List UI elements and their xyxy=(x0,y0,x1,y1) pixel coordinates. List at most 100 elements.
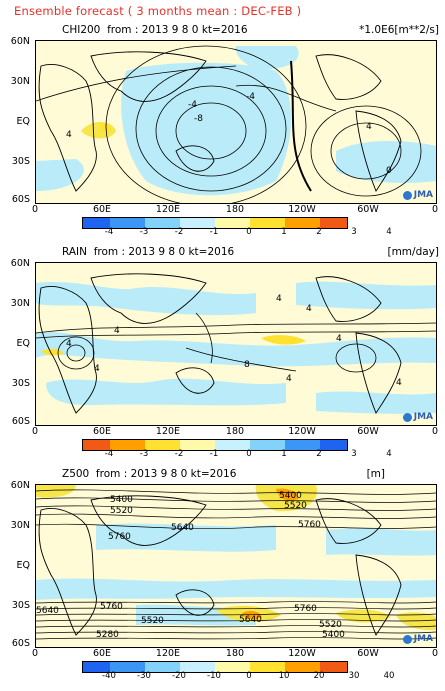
lon-tick: 60E xyxy=(92,648,112,659)
colorbar-tick: 4 xyxy=(386,227,392,237)
lon-tick: 120E xyxy=(155,426,181,437)
lat-tick: 60S xyxy=(11,638,30,649)
rain-map: 4 4 4 4 8 4 4 4 4 JMA xyxy=(35,262,437,426)
chi200-map: -4 -8 -4 4 4 0 JMA xyxy=(35,40,437,204)
svg-text:5760: 5760 xyxy=(100,602,123,612)
panel-label: CHI200 from : 2013 9 8 0 kt=2016 xyxy=(62,24,248,36)
jma-logo: JMA xyxy=(402,190,433,200)
svg-text:4: 4 xyxy=(366,122,372,132)
colorbar xyxy=(82,439,348,451)
z500-map: 5400 5520 5640 5760 5400 5520 5760 5640 … xyxy=(35,484,437,648)
colorbar-tick: -1 xyxy=(209,227,219,237)
svg-text:5760: 5760 xyxy=(108,532,131,542)
lat-tick: EQ xyxy=(16,560,30,571)
svg-text:5400: 5400 xyxy=(279,491,302,501)
colorbar-tick: -1 xyxy=(209,449,219,459)
lat-tick: 30N xyxy=(10,76,30,87)
jma-logo: JMA xyxy=(402,412,433,422)
rain-map-svg: 4 4 4 4 8 4 4 4 4 xyxy=(36,273,436,414)
lon-tick: 0 xyxy=(431,204,439,215)
colorbar-tick: -30 xyxy=(137,671,151,681)
lat-tick: 30S xyxy=(11,156,30,167)
colorbar-tick: 30 xyxy=(348,671,360,681)
svg-text:5760: 5760 xyxy=(298,520,321,530)
z500-map-svg: 5400 5520 5640 5760 5400 5520 5760 5640 … xyxy=(36,485,436,640)
lon-tick: 0 xyxy=(31,426,39,437)
chi200-panel: CHI200 from : 2013 9 8 0 kt=2016 *1.0E6[… xyxy=(0,24,445,239)
svg-text:-4: -4 xyxy=(188,100,197,110)
z500-panel: Z500 from : 2013 9 8 0 kt=2016 [m] 60N 3… xyxy=(0,468,445,683)
colorbar-tick: -4 xyxy=(104,449,114,459)
lon-tick: 120W xyxy=(288,204,316,215)
colorbar-tick: -3 xyxy=(139,449,149,459)
svg-text:5520: 5520 xyxy=(110,506,133,516)
panel-label: RAIN from : 2013 9 8 0 kt=2016 xyxy=(62,246,235,258)
lon-tick: 60E xyxy=(92,426,112,437)
lat-tick: 30N xyxy=(10,520,30,531)
colorbar-tick: -40 xyxy=(102,671,116,681)
colorbar-tick: 3 xyxy=(351,449,357,459)
lat-tick: 60S xyxy=(11,194,30,205)
svg-text:5520: 5520 xyxy=(141,616,164,626)
svg-text:8: 8 xyxy=(244,360,250,370)
colorbar-tick: 2 xyxy=(316,449,322,459)
lat-tick: EQ xyxy=(16,116,30,127)
svg-text:4: 4 xyxy=(306,304,312,314)
lon-tick: 180 xyxy=(225,426,245,437)
colorbar-tick: 3 xyxy=(351,227,357,237)
colorbar-tick: -10 xyxy=(207,671,221,681)
colorbar-tick: 4 xyxy=(386,449,392,459)
lat-tick: 30S xyxy=(11,378,30,389)
lat-tick: 60N xyxy=(10,258,30,269)
lon-tick: 120W xyxy=(288,648,316,659)
panel-unit: *1.0E6[m**2/s] xyxy=(359,24,439,36)
colorbar-tick: -3 xyxy=(139,227,149,237)
colorbar xyxy=(82,661,348,673)
colorbar-tick: 20 xyxy=(313,671,325,681)
lat-tick: 60N xyxy=(10,480,30,491)
lon-tick: 60W xyxy=(357,648,379,659)
lon-tick: 0 xyxy=(31,204,39,215)
chi200-map-svg: -4 -8 -4 4 4 0 xyxy=(36,45,436,203)
svg-text:4: 4 xyxy=(94,364,100,374)
colorbar-tick: 1 xyxy=(281,449,287,459)
svg-text:4: 4 xyxy=(286,374,292,384)
colorbar-tick: -2 xyxy=(174,449,184,459)
lon-tick: 0 xyxy=(431,648,439,659)
lat-tick: 60S xyxy=(11,416,30,427)
colorbar-tick: -4 xyxy=(104,227,114,237)
svg-text:5520: 5520 xyxy=(319,620,342,630)
lon-tick: 120W xyxy=(288,426,316,437)
lat-tick: 60N xyxy=(10,36,30,47)
lat-tick: 30N xyxy=(10,298,30,309)
svg-text:5400: 5400 xyxy=(322,630,345,640)
svg-text:5760: 5760 xyxy=(294,604,317,614)
svg-text:4: 4 xyxy=(276,294,282,304)
colorbar-tick: 40 xyxy=(383,671,395,681)
lon-tick: 60W xyxy=(357,426,379,437)
svg-text:0: 0 xyxy=(386,166,392,176)
svg-text:-4: -4 xyxy=(246,92,255,102)
colorbar-tick: 2 xyxy=(316,227,322,237)
colorbar-tick: 0 xyxy=(246,227,252,237)
panel-label: Z500 from : 2013 9 8 0 kt=2016 xyxy=(62,468,237,480)
colorbar-tick: -2 xyxy=(174,227,184,237)
svg-text:5640: 5640 xyxy=(171,523,194,533)
header-title: Ensemble forecast ( 3 months mean : DEC-… xyxy=(14,4,302,18)
lat-tick: EQ xyxy=(16,338,30,349)
svg-text:5520: 5520 xyxy=(284,501,307,511)
svg-text:5280: 5280 xyxy=(96,630,119,640)
panel-unit: [m] xyxy=(366,468,385,480)
lon-tick: 180 xyxy=(225,648,245,659)
colorbar xyxy=(82,217,348,229)
rain-panel: RAIN from : 2013 9 8 0 kt=2016 [mm/day] … xyxy=(0,246,445,461)
lon-tick: 0 xyxy=(31,648,39,659)
colorbar-tick: 0 xyxy=(246,449,252,459)
lon-tick: 120E xyxy=(155,648,181,659)
svg-text:-8: -8 xyxy=(194,114,203,124)
svg-text:4: 4 xyxy=(114,326,120,336)
svg-text:5640: 5640 xyxy=(36,606,59,616)
jma-logo: JMA xyxy=(402,634,433,644)
svg-text:4: 4 xyxy=(336,334,342,344)
lat-tick: 30S xyxy=(11,600,30,611)
